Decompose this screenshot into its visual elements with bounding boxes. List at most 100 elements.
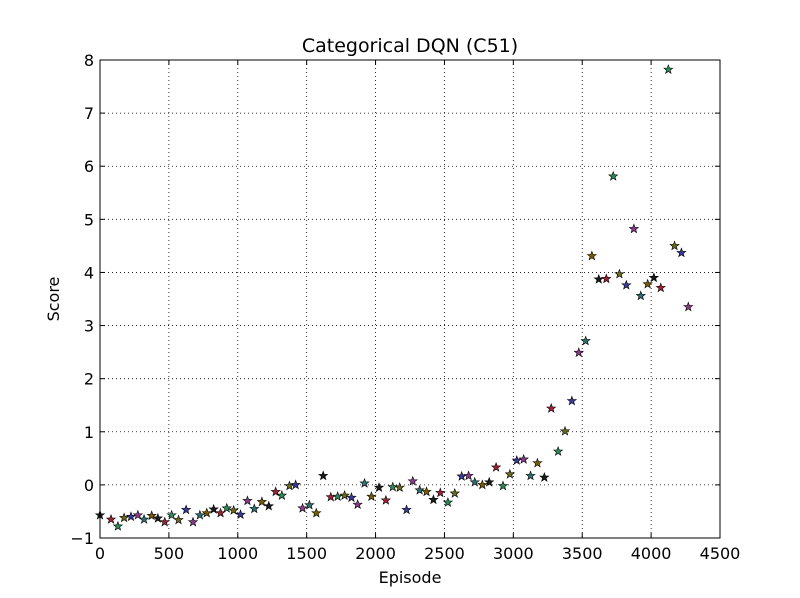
y-tick-label: 7	[84, 104, 94, 123]
data-point-star	[518, 453, 529, 464]
data-point-star	[601, 273, 612, 284]
data-point-star	[208, 503, 219, 514]
axis-ticks: 0 500 1000 1500 2000 2500 3000 3500 4000 4500−101…	[70, 51, 740, 563]
data-point-star	[263, 500, 274, 511]
data-point-star	[477, 479, 488, 490]
data-point-star	[442, 496, 454, 507]
data-point-star	[504, 468, 516, 479]
data-point-star	[532, 457, 543, 468]
data-point-star	[270, 486, 281, 497]
data-point-star	[146, 510, 157, 521]
data-point-star	[380, 494, 392, 505]
x-tick-label: 4000	[631, 544, 672, 563]
data-point-star	[311, 507, 322, 518]
x-tick-label: 4500	[700, 544, 741, 563]
data-point-star	[648, 272, 660, 283]
data-point-star	[221, 502, 232, 513]
data-point-star	[552, 445, 564, 456]
data-point-star	[525, 470, 536, 481]
data-point-star	[201, 507, 212, 518]
data-point-star	[118, 512, 130, 523]
data-point-star	[387, 481, 398, 492]
data-point-star	[566, 395, 578, 406]
data-point-star	[683, 301, 694, 312]
data-point-star	[152, 512, 164, 523]
data-point-star	[655, 282, 666, 293]
plot-frame	[99, 59, 721, 539]
y-tick-label: 5	[84, 210, 94, 229]
data-point-star	[669, 240, 680, 251]
data-point-star	[125, 511, 137, 522]
data-point-star	[346, 492, 357, 503]
y-tick-label: 4	[84, 263, 94, 282]
data-point-star	[194, 509, 206, 520]
data-point-star	[573, 347, 584, 358]
data-point-star	[290, 479, 301, 490]
data-point-star	[112, 520, 124, 531]
y-axis-title: Score	[44, 277, 63, 322]
data-point-star	[256, 496, 268, 507]
x-tick-label: 0	[95, 544, 105, 563]
data-points	[94, 64, 694, 531]
data-point-star	[235, 509, 246, 520]
data-point-star	[490, 461, 502, 472]
data-point-star	[421, 486, 432, 497]
data-point-star	[159, 516, 170, 527]
data-point-star	[276, 490, 288, 500]
data-point-star	[593, 273, 604, 284]
x-tick-label: 500	[154, 544, 185, 563]
data-point-star	[469, 476, 480, 487]
data-point-star	[173, 514, 184, 525]
data-point-star	[215, 507, 226, 518]
data-point-star	[435, 487, 446, 498]
x-tick-label: 1500	[286, 544, 327, 563]
y-tick-label: 6	[84, 157, 94, 176]
data-point-star	[414, 484, 425, 495]
data-point-star	[449, 487, 460, 498]
data-point-star	[297, 502, 308, 513]
x-axis-title: Episode	[379, 568, 442, 587]
data-point-star	[407, 475, 418, 486]
data-point-star	[339, 490, 350, 500]
x-tick-label: 3500	[562, 544, 603, 563]
data-point-star	[401, 504, 412, 515]
data-point-star	[166, 509, 177, 520]
x-tick-label: 1000	[217, 544, 258, 563]
data-point-star	[428, 494, 439, 505]
chart-title: Categorical DQN (C51)	[302, 35, 518, 57]
y-tick-label: 2	[84, 370, 94, 389]
data-point-star	[242, 495, 253, 506]
data-point-star	[318, 470, 329, 481]
data-point-star	[497, 480, 509, 491]
data-point-star	[228, 504, 239, 515]
data-point-star	[642, 278, 653, 289]
data-point-star	[580, 335, 591, 346]
data-point-star	[180, 504, 192, 515]
data-point-star	[352, 499, 363, 509]
x-tick-label: 3000	[493, 544, 534, 563]
data-point-star	[676, 247, 687, 258]
data-point-star	[138, 513, 150, 524]
data-point-star	[663, 64, 674, 74]
data-point-star	[484, 476, 495, 487]
data-point-star	[614, 268, 625, 279]
data-point-star	[586, 250, 598, 261]
data-point-star	[105, 513, 117, 524]
data-point-star	[621, 279, 632, 290]
data-point-star	[132, 509, 144, 520]
x-tick-label: 2000	[355, 544, 396, 563]
data-point-star	[559, 425, 571, 436]
data-point-star	[635, 290, 646, 301]
y-tick-label: −1	[70, 529, 94, 548]
y-tick-label: 1	[84, 423, 94, 442]
y-tick-label: 0	[84, 476, 94, 495]
data-point-star	[332, 491, 343, 501]
data-point-star	[187, 516, 199, 527]
data-point-star	[546, 402, 557, 413]
y-tick-label: 8	[84, 51, 94, 70]
x-tick-label: 2500	[424, 544, 465, 563]
data-point-star	[511, 454, 522, 465]
